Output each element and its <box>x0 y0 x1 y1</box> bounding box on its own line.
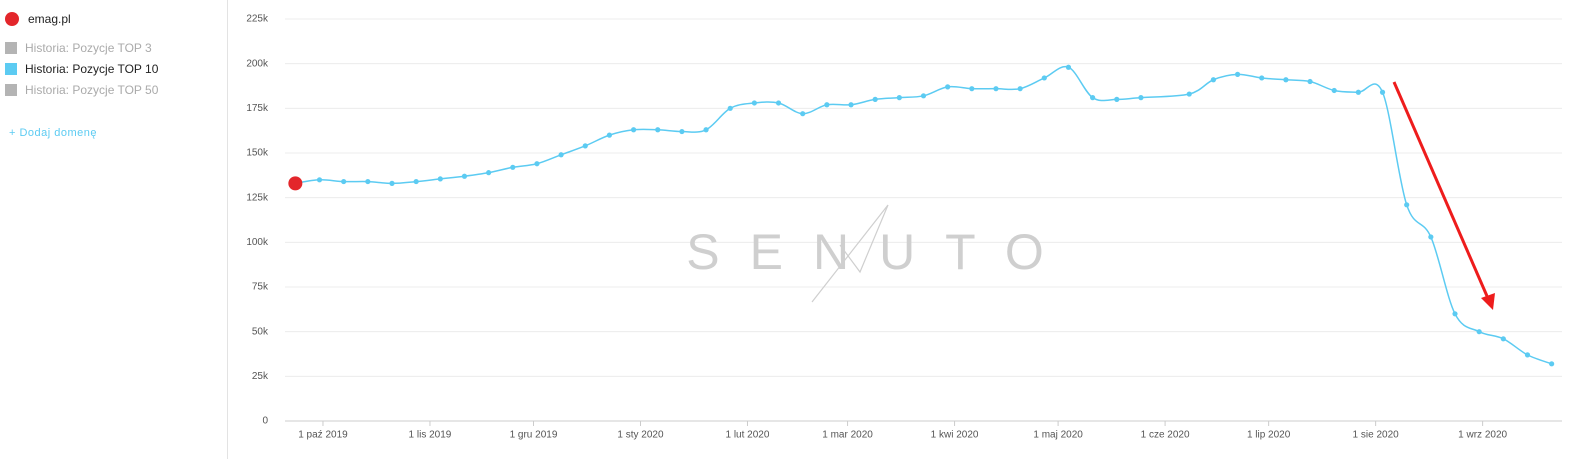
y-tick-label: 25k <box>252 371 269 382</box>
point <box>1331 87 1337 94</box>
point <box>679 128 685 135</box>
point <box>655 127 661 133</box>
point <box>1138 95 1144 101</box>
y-tick-label: 175k <box>246 103 269 114</box>
point <box>848 102 854 108</box>
x-tick-label: 1 gru 2019 <box>510 430 558 441</box>
point <box>316 177 323 183</box>
point <box>1090 95 1096 101</box>
arrow-head <box>1481 293 1495 310</box>
legend-item[interactable]: Historia: Pozycje TOP 3 <box>5 41 152 55</box>
point <box>1549 361 1555 367</box>
point <box>1355 89 1361 95</box>
legend-label: Historia: Pozycje TOP 50 <box>25 83 159 97</box>
point <box>1307 78 1313 85</box>
point <box>896 95 902 101</box>
point <box>727 105 733 111</box>
point <box>703 127 709 133</box>
x-tick-label: 1 paź 2019 <box>298 430 348 441</box>
point <box>1041 75 1047 81</box>
watermark: SENUTO <box>686 224 1073 280</box>
point <box>1114 96 1120 102</box>
point <box>1379 89 1386 95</box>
point <box>800 111 806 117</box>
legend-item[interactable]: Historia: Pozycje TOP 10 <box>5 62 158 76</box>
point <box>993 86 999 92</box>
y-tick-label: 125k <box>246 192 269 203</box>
x-tick-label: 1 lis 2019 <box>409 430 452 441</box>
point <box>510 164 516 170</box>
point <box>582 143 588 149</box>
x-tick-label: 1 lut 2020 <box>726 430 770 441</box>
point <box>606 132 613 138</box>
point <box>1476 329 1482 335</box>
legend-swatch <box>5 42 17 54</box>
point <box>413 178 419 185</box>
domain-row: emag.pl <box>5 12 71 26</box>
y-tick-label: 50k <box>252 326 269 337</box>
legend-item[interactable]: Historia: Pozycje TOP 50 <box>5 83 158 97</box>
x-tick-label: 1 mar 2020 <box>822 430 873 441</box>
point <box>341 178 347 185</box>
x-tick-label: 1 kwi 2020 <box>931 430 979 441</box>
point <box>1186 91 1192 97</box>
watermark-stroke <box>811 204 889 303</box>
point <box>1065 64 1072 70</box>
legend-swatch <box>5 63 17 75</box>
sidebar: emag.pl Historia: Pozycje TOP 3 Historia… <box>0 0 228 459</box>
y-tick-label: 75k <box>252 282 269 293</box>
point <box>1404 202 1410 208</box>
y-tick-label: 150k <box>246 148 269 159</box>
arrow-shaft <box>1392 81 1492 304</box>
series-line <box>295 65 1552 365</box>
point <box>872 96 878 102</box>
y-tick-label: 225k <box>246 14 269 25</box>
x-tick-label: 1 sie 2020 <box>1353 430 1400 441</box>
point <box>1210 77 1217 83</box>
x-tick-label: 1 lip 2020 <box>1247 430 1291 441</box>
point <box>534 161 540 167</box>
x-tick-label: 1 sty 2020 <box>617 430 664 441</box>
y-tick-label: 100k <box>246 237 269 248</box>
point <box>969 86 975 92</box>
point <box>486 170 492 176</box>
legend-label: Historia: Pozycje TOP 10 <box>25 62 159 76</box>
legend-swatch <box>5 84 17 96</box>
domain-logo <box>5 12 19 26</box>
x-tick-label: 1 maj 2020 <box>1033 430 1083 441</box>
point <box>945 84 951 90</box>
point <box>365 178 371 185</box>
x-tick-label: 1 cze 2020 <box>1141 430 1190 441</box>
point <box>630 127 637 133</box>
point <box>1283 77 1289 83</box>
point <box>1452 311 1458 317</box>
point <box>1524 352 1531 358</box>
point <box>461 173 468 179</box>
domain-name: emag.pl <box>28 12 71 26</box>
point <box>920 93 927 99</box>
point <box>751 100 757 106</box>
point <box>1017 86 1023 92</box>
point <box>558 152 564 158</box>
point <box>1234 71 1241 77</box>
x-tick-label: 1 wrz 2020 <box>1458 430 1507 441</box>
point <box>1259 75 1265 81</box>
add-domain[interactable]: + Dodaj domenę <box>9 127 98 139</box>
y-tick-label: 200k <box>246 58 269 69</box>
domain-marker <box>288 176 303 191</box>
point <box>437 176 443 182</box>
legend-label: Historia: Pozycje TOP 3 <box>25 41 152 55</box>
point <box>1428 234 1434 240</box>
point <box>775 100 782 106</box>
point <box>824 102 830 108</box>
y-tick-label: 0 <box>262 416 268 427</box>
point <box>1500 336 1506 342</box>
point <box>389 180 395 186</box>
